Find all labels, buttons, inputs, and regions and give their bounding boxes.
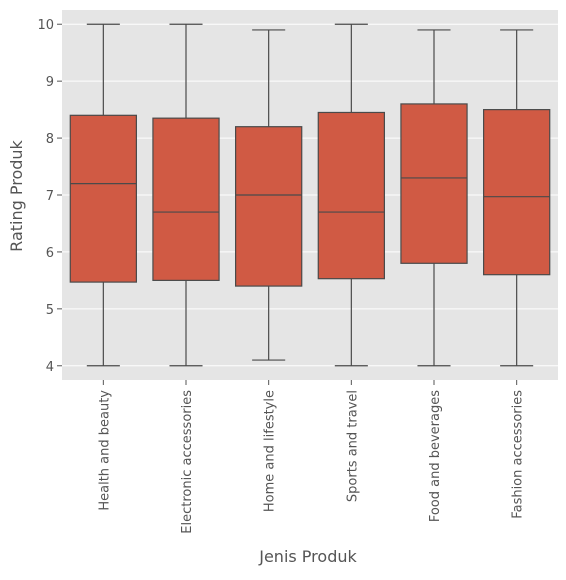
box-iqr bbox=[69, 114, 138, 283]
y-tick-label: 4 bbox=[46, 360, 54, 375]
box-iqr bbox=[152, 117, 220, 281]
y-tick-label: 9 bbox=[46, 75, 54, 90]
y-tick-label: 10 bbox=[37, 18, 54, 33]
y-tick-label: 7 bbox=[46, 189, 54, 204]
boxes bbox=[69, 23, 551, 367]
y-tick-labels: 4 5 6 7 8 9 10 bbox=[37, 18, 62, 375]
y-tick-label: 8 bbox=[46, 132, 54, 147]
box-iqr bbox=[317, 111, 385, 280]
x-tick-label: Fashion accessories bbox=[511, 390, 526, 519]
box-iqr bbox=[400, 103, 468, 264]
x-tick-label: Sports and travel bbox=[345, 390, 360, 502]
y-tick-label: 6 bbox=[46, 246, 54, 261]
gridlines bbox=[62, 23, 558, 367]
box-iqr bbox=[235, 126, 303, 287]
x-tick-label: Home and lifestyle bbox=[263, 390, 278, 512]
x-axis-label: Jenis Produk bbox=[258, 547, 357, 566]
y-axis-label: Rating Produk bbox=[7, 139, 26, 251]
box-iqr bbox=[483, 109, 551, 276]
x-tick-label: Health and beauty bbox=[97, 390, 112, 511]
x-tick-label: Food and beverages bbox=[428, 390, 443, 522]
x-tick-labels: Health and beauty Electronic accessories H… bbox=[97, 380, 526, 534]
x-tick-label: Electronic accessories bbox=[180, 390, 195, 534]
y-tick-label: 5 bbox=[46, 303, 54, 318]
